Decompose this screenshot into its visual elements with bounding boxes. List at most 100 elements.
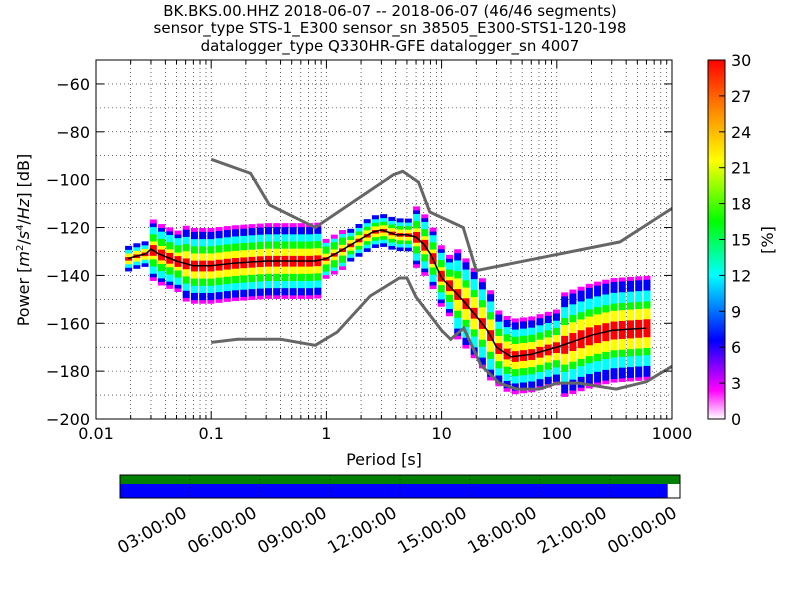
heatmap-cell [569,289,577,294]
heatmap-cell [503,359,511,364]
heatmap-cell [610,349,618,354]
heatmap-cell [511,343,519,348]
heatmap-cell [190,288,198,293]
heatmap-cell [635,362,643,367]
heatmap-cell [585,294,593,299]
heatmap-cell [240,253,248,258]
heatmap-cell [462,305,470,310]
heatmap-cell [256,241,264,246]
heatmap-cell [585,330,593,335]
heatmap-cell [232,282,240,287]
heatmap-cell [190,267,198,272]
heatmap-cell [149,251,157,256]
heatmap-cell [626,302,634,307]
heatmap-cell [380,235,388,240]
heatmap-cell [199,245,207,250]
heatmap-cell [462,297,470,302]
heatmap-cell [618,356,626,361]
heatmap-cell [149,241,157,246]
heatmap-cell [626,320,634,325]
heatmap-cell [158,267,166,272]
heatmap-cell [585,366,593,371]
heatmap-cell [520,378,528,383]
heatmap-cell [520,349,528,354]
heatmap-cell [248,245,256,250]
heatmap-cell [404,218,412,223]
heatmap-cell [232,246,240,251]
heatmap-cell [330,263,338,268]
heatmap-cell [149,266,157,271]
heatmap-cell [478,303,486,308]
heatmap-cell [569,357,577,362]
x-tick-label: 1 [321,424,331,443]
heatmap-cell [643,361,651,366]
heatmap-cell [511,339,519,344]
heatmap-cell [330,238,338,243]
heatmap-cell [339,255,347,260]
heatmap-cell [256,227,264,232]
heatmap-cell [413,227,421,232]
heatmap-cell [569,311,577,316]
heatmap-cell [643,297,651,302]
heatmap-cell [626,341,634,346]
heatmap-cell [215,288,223,293]
heatmap-cell [602,351,610,356]
heatmap-cell [306,291,314,296]
heatmap-cell [297,251,305,256]
heatmap-cell [264,269,272,274]
heatmap-cell [223,269,231,274]
heatmap-cell [297,262,305,267]
heatmap-cell [487,301,495,306]
heatmap-cell [413,263,421,268]
heatmap-cell [610,367,618,372]
heatmap-cell [207,238,215,243]
heatmap-cell [528,341,536,346]
heatmap-cell [273,255,281,260]
heatmap-cell [182,290,190,295]
heatmap-cell [536,335,544,340]
heatmap-cell [561,349,569,354]
heatmap-cell [166,270,174,275]
heatmap-cell [371,226,379,231]
heatmap-cell [182,286,190,291]
heatmap-cell [610,292,618,297]
heatmap-cell [190,227,198,232]
heatmap-cell [594,382,602,387]
heatmap-cell [158,274,166,279]
heatmap-cell [199,238,207,243]
heatmap-cell [380,217,388,222]
heatmap-cell [561,313,569,318]
heatmap-cell [626,312,634,317]
heatmap-cell [248,281,256,286]
heatmap-cell [487,319,495,324]
heatmap-cell [314,251,322,256]
heatmap-cell [248,263,256,268]
heatmap-cell [339,262,347,267]
heatmap-cell [306,233,314,238]
heatmap-cell [190,256,198,261]
heatmap-cell [215,237,223,242]
heatmap-cell [478,357,486,362]
heatmap-cell [454,256,462,261]
heatmap-cell [536,346,544,351]
heatmap-cell [133,261,141,266]
heatmap-cell [635,294,643,299]
heatmap-cell [635,369,643,374]
heatmap-cell [413,253,421,258]
heatmap-cell [495,321,503,326]
heatmap-cell [462,337,470,342]
heatmap-cell [273,291,281,296]
heatmap-cell [602,340,610,345]
heatmap-cell [355,223,363,228]
heatmap-cell [149,262,157,267]
heatmap-cell [536,328,544,333]
heatmap-cell [232,286,240,291]
heatmap-cell [470,332,478,337]
heatmap-cell [643,279,651,284]
heatmap-cell [256,223,264,228]
heatmap-cell [503,362,511,367]
heatmap-cell [355,231,363,236]
heatmap-cell [635,305,643,310]
heatmap-cell [297,255,305,260]
heatmap-cell [561,389,569,394]
